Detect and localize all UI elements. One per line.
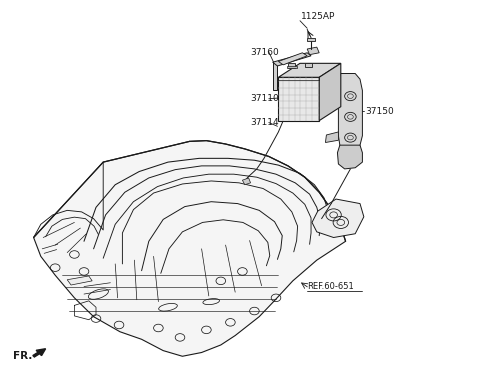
Polygon shape (273, 62, 277, 90)
Polygon shape (325, 132, 338, 143)
Polygon shape (278, 63, 341, 77)
Polygon shape (307, 47, 319, 55)
Polygon shape (273, 53, 311, 66)
Polygon shape (67, 276, 92, 285)
Polygon shape (288, 63, 295, 68)
Polygon shape (242, 178, 251, 185)
Text: FR.: FR. (13, 351, 33, 361)
Polygon shape (338, 74, 362, 150)
Polygon shape (305, 63, 312, 67)
Polygon shape (307, 38, 315, 41)
Polygon shape (278, 77, 319, 121)
Text: 1125AP: 1125AP (301, 12, 336, 21)
Text: 37110: 37110 (251, 94, 279, 103)
Polygon shape (337, 145, 362, 169)
Polygon shape (278, 53, 307, 65)
Polygon shape (319, 63, 341, 121)
Text: 37160: 37160 (251, 48, 279, 57)
FancyArrow shape (33, 349, 46, 357)
Text: REF.60-651: REF.60-651 (307, 282, 354, 291)
Polygon shape (34, 141, 346, 356)
Polygon shape (312, 199, 364, 238)
Polygon shape (287, 66, 297, 68)
Text: 37114: 37114 (251, 118, 279, 127)
Polygon shape (325, 81, 338, 92)
Text: 37150: 37150 (365, 107, 394, 116)
